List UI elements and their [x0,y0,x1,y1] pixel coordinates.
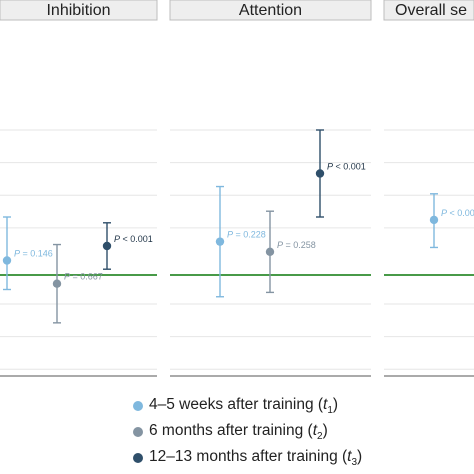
point-t1: P = 0.146 [2,216,53,291]
panel-strip [169,0,372,21]
estimate-dot [102,241,112,251]
estimate-dot [2,256,12,265]
legend-label-t1: 4–5 weeks after training (t1) [149,395,339,417]
p-value-label: P = 0.667 [64,272,103,282]
point-t1: P < 0.00 [429,193,474,249]
point-t2: P = 0.258 [265,210,316,294]
panel-strip [0,0,158,21]
estimate-dot [429,215,439,225]
legend-swatch-t2 [133,427,143,437]
estimate-dot [52,279,62,288]
estimate-dot [315,169,325,178]
legend-item-t1: 4–5 weeks after training (t1) [128,393,338,419]
panel-title: Attention [239,2,302,19]
legend-item-t3: 12–13 months after training (t3) [128,445,362,471]
panel-2: Attention P = 0.228 P = 0.258 P < 0.001 [169,0,372,377]
legend-label-t3: 12–13 months after training (t3) [149,447,363,469]
point-t3: P < 0.001 [102,222,153,270]
p-value-label: P < 0.001 [327,162,366,172]
legend-swatch-t1 [133,401,143,411]
panel-1: Inhibition P = 0.146 P = 0.667 P < 0.001 [0,0,158,377]
legend-item-t2: 6 months after training (t2) [128,419,328,445]
panel-3: Overall se P < 0.00 [383,0,474,377]
p-value-label: P = 0.258 [277,240,316,250]
point-t2: P = 0.667 [52,243,103,324]
p-value-label: P = 0.228 [227,230,266,240]
estimate-dot [215,237,225,246]
p-value-label: P = 0.146 [14,249,53,259]
legend: 4–5 weeks after training (t1) 6 months a… [128,393,474,474]
p-value-label: P < 0.001 [114,234,153,244]
estimate-dot [265,247,275,256]
point-t1: P = 0.228 [215,185,266,298]
legend-swatch-t3 [133,453,143,463]
panel-title: Inhibition [46,2,110,19]
point-t3: P < 0.001 [315,129,366,218]
panel-strip [383,0,474,21]
panel-title: Overall se [395,2,467,19]
p-value-label: P < 0.00 [441,208,474,218]
legend-label-t2: 6 months after training (t2) [149,421,328,443]
